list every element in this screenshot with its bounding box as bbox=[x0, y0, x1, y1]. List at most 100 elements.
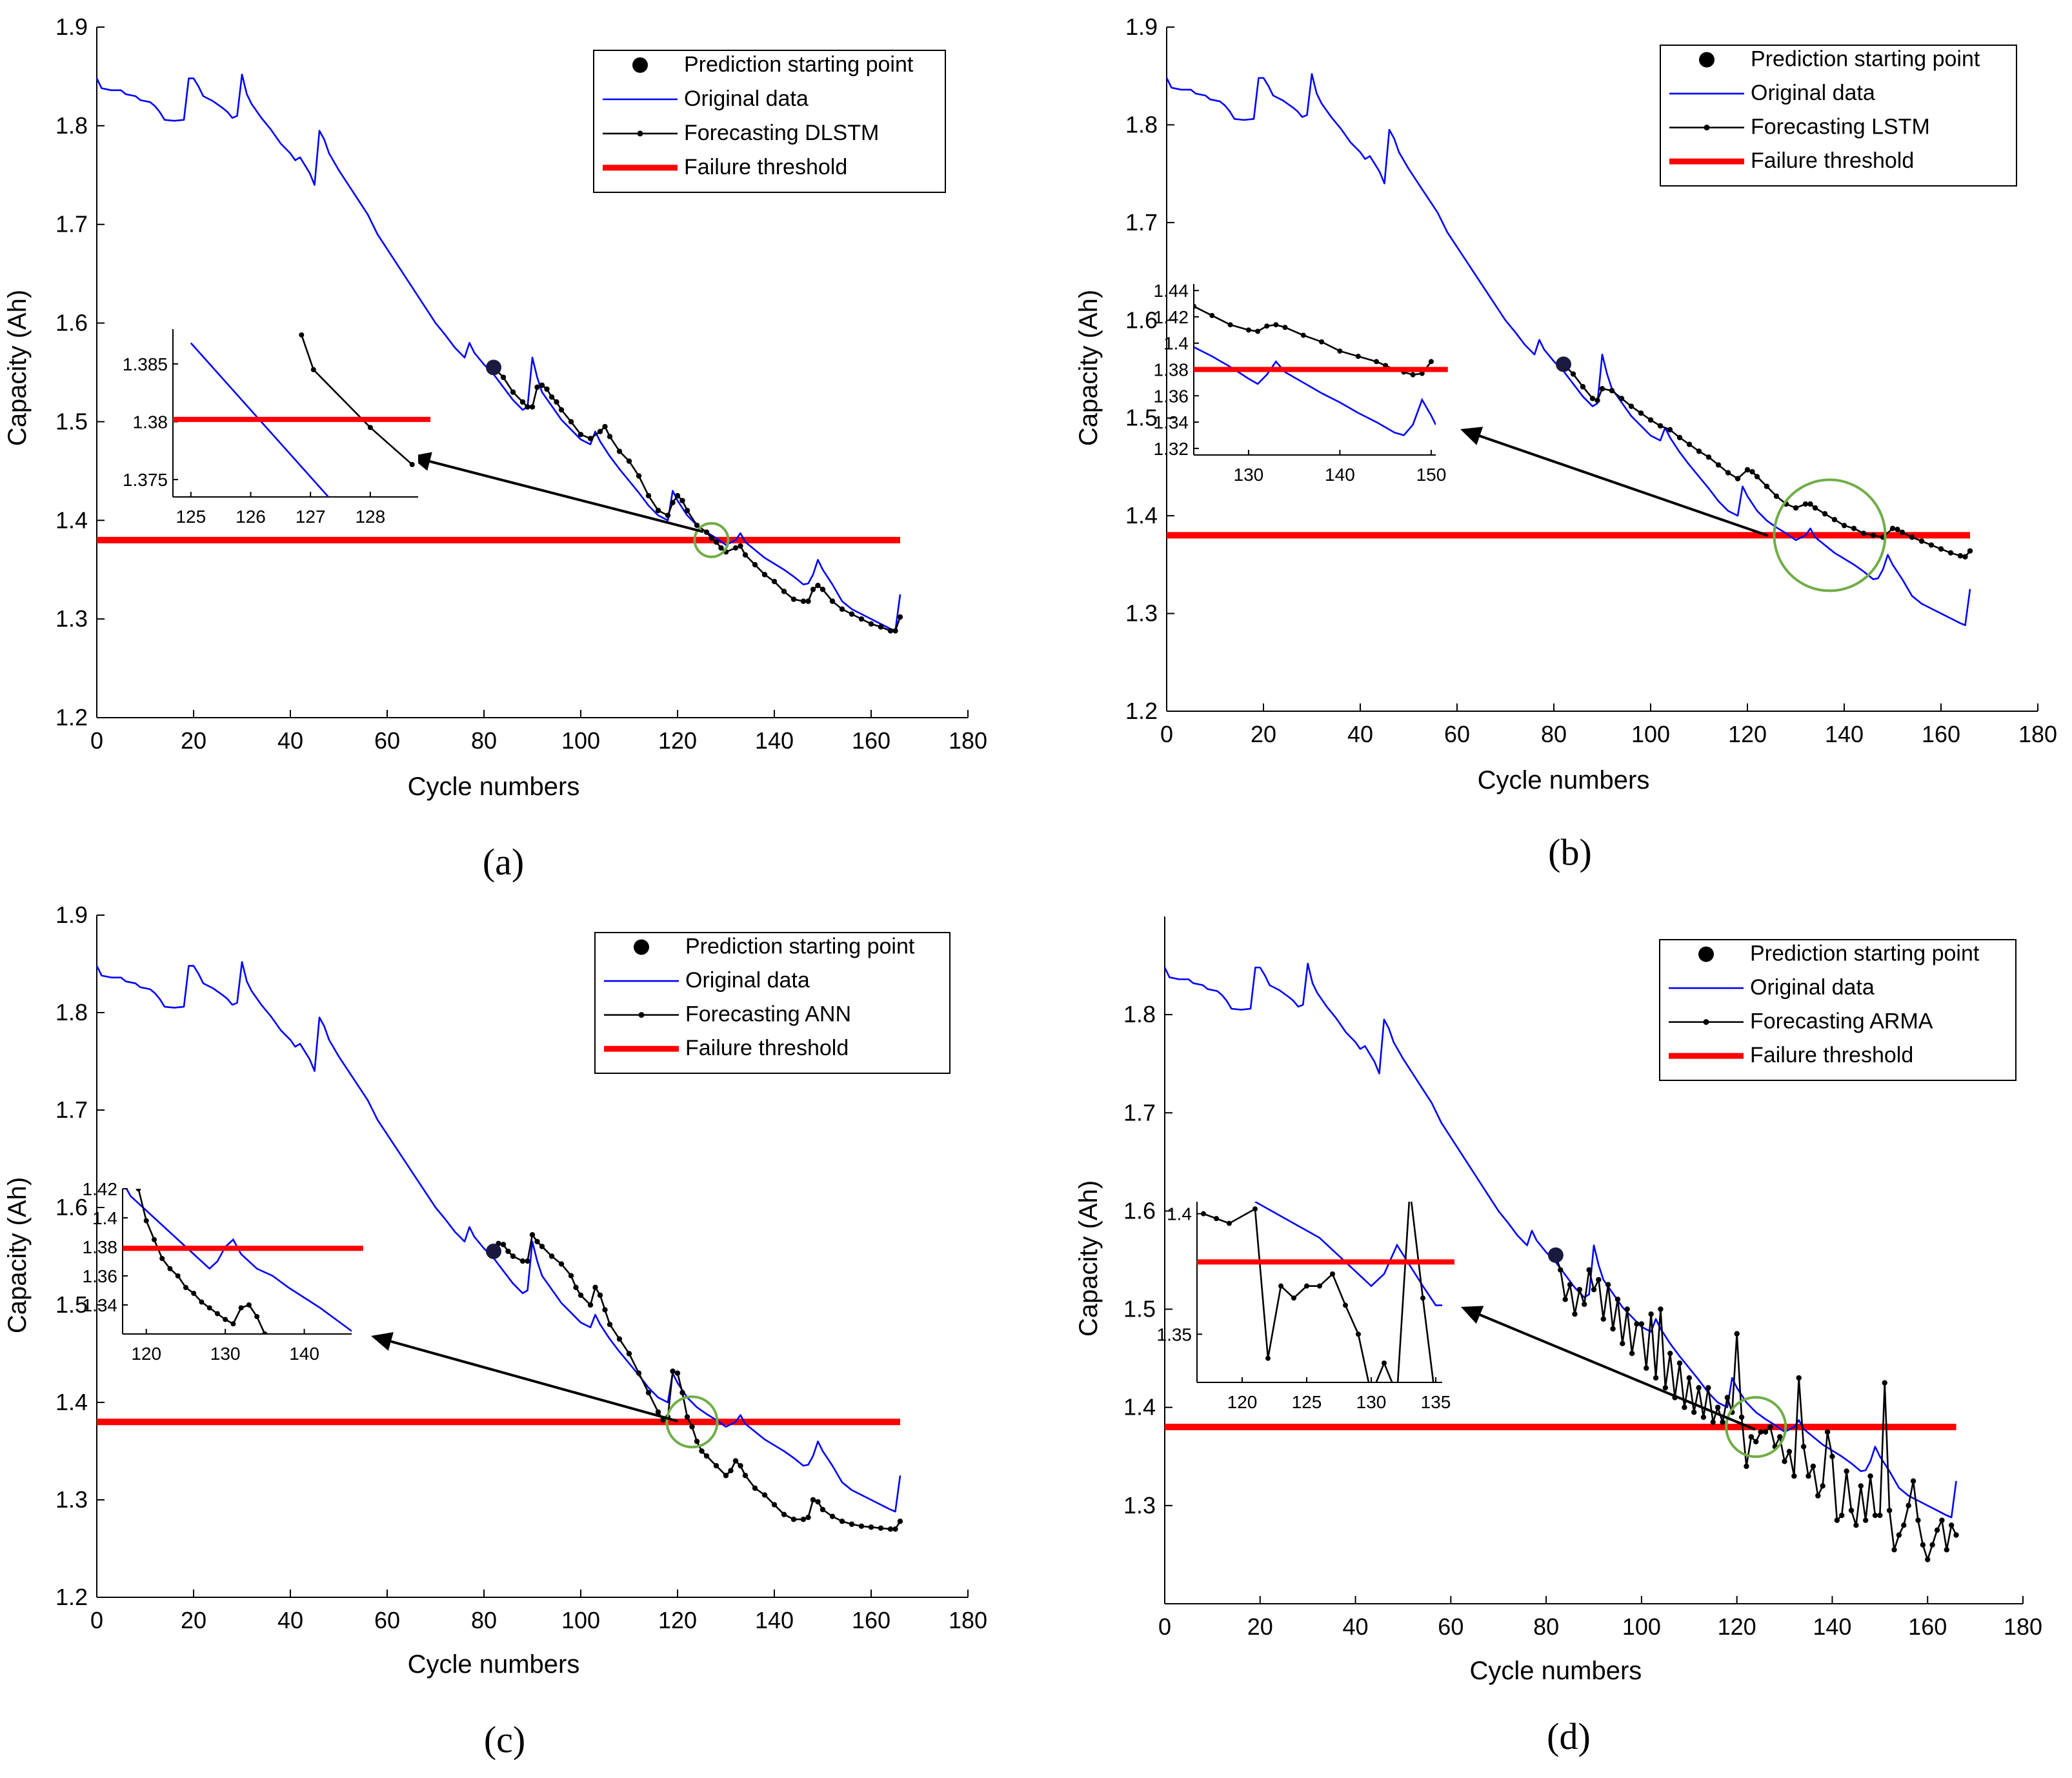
inset-forecast-point bbox=[223, 1317, 228, 1322]
inset-y-tick-label: 1.4 bbox=[1163, 334, 1189, 354]
inset-forecast-point bbox=[1356, 354, 1361, 359]
inset-forecast-point bbox=[176, 1273, 181, 1278]
forecast-point bbox=[1696, 449, 1702, 454]
forecast-point bbox=[1890, 526, 1895, 531]
inset-x-tick-label: 140 bbox=[289, 1344, 319, 1364]
inset-forecast-point bbox=[1343, 1303, 1348, 1308]
inset-x-tick-label: 130 bbox=[1356, 1392, 1387, 1412]
forecast-point bbox=[714, 540, 719, 545]
legend-start-marker bbox=[634, 940, 649, 955]
forecast-point bbox=[859, 616, 864, 621]
x-tick-label: 80 bbox=[471, 1607, 497, 1633]
forecast-point bbox=[781, 589, 787, 594]
inset-forecast-point bbox=[299, 332, 304, 338]
forecast-point bbox=[1677, 1360, 1682, 1366]
legend-original-label: Original data bbox=[684, 86, 809, 111]
x-tick-label: 20 bbox=[181, 1607, 206, 1633]
x-tick-label: 140 bbox=[1825, 721, 1864, 747]
forecast-point bbox=[830, 1513, 835, 1519]
forecast-point bbox=[1958, 553, 1963, 558]
x-tick-label: 20 bbox=[181, 727, 206, 754]
y-tick-label: 1.8 bbox=[1125, 111, 1158, 137]
y-tick-label: 1.8 bbox=[55, 999, 88, 1025]
legend-start-label: Prediction starting point bbox=[1750, 942, 1980, 966]
inset-forecast-point bbox=[1201, 1211, 1206, 1217]
forecast-point bbox=[1687, 441, 1692, 447]
forecast-point bbox=[1929, 1542, 1935, 1548]
forecast-point bbox=[510, 1253, 516, 1258]
inset-forecast-point bbox=[1291, 1295, 1296, 1300]
legend-start-marker bbox=[632, 57, 648, 73]
legend-threshold-label: Failure threshold bbox=[685, 1036, 849, 1060]
inset-forecast-point bbox=[1301, 333, 1306, 338]
inset-forecast-point bbox=[1420, 1295, 1425, 1300]
legend-forecast-marker bbox=[1704, 125, 1710, 130]
forecast-point bbox=[1803, 501, 1808, 507]
x-tick-label: 60 bbox=[374, 727, 400, 754]
x-tick-label: 80 bbox=[1541, 721, 1567, 747]
forecast-point bbox=[704, 529, 709, 534]
y-tick-label: 1.9 bbox=[1125, 14, 1158, 40]
inset-x-tick-label: 127 bbox=[296, 507, 326, 527]
forecast-point bbox=[525, 1258, 530, 1264]
x-tick-label: 60 bbox=[1444, 721, 1470, 747]
forecast-point bbox=[1877, 1513, 1882, 1518]
y-axis-label: Capacity (Ah) bbox=[1074, 1180, 1103, 1337]
forecast-point bbox=[1915, 1517, 1920, 1522]
forecast-point bbox=[892, 1526, 898, 1531]
forecast-point bbox=[544, 387, 549, 392]
forecast-point bbox=[559, 1261, 564, 1266]
forecast-point bbox=[1938, 546, 1944, 551]
inset-y-tick-label: 1.42 bbox=[1154, 307, 1189, 327]
forecast-point bbox=[1939, 1517, 1944, 1522]
legend-forecast-label: Forecasting ANN bbox=[685, 1002, 851, 1027]
y-tick-label: 1.9 bbox=[55, 902, 88, 928]
forecast-point bbox=[1801, 1444, 1806, 1449]
inset-x-tick-label: 125 bbox=[176, 507, 206, 527]
y-tick-label: 1.5 bbox=[1123, 1296, 1156, 1322]
inset-forecast-point bbox=[239, 1306, 244, 1311]
inset-forecast-point bbox=[254, 1314, 259, 1319]
y-tick-label: 1.2 bbox=[1125, 698, 1158, 724]
inset-forecast-point bbox=[1246, 327, 1251, 332]
legend-original-label: Original data bbox=[1751, 81, 1875, 105]
forecast-point bbox=[1706, 454, 1711, 460]
x-tick-label: 180 bbox=[2018, 721, 2057, 747]
y-tick-label: 1.8 bbox=[55, 112, 88, 139]
inset-y-tick-label: 1.36 bbox=[83, 1266, 118, 1286]
y-tick-label: 1.7 bbox=[1123, 1099, 1156, 1126]
x-tick-label: 40 bbox=[277, 1607, 303, 1633]
forecast-point bbox=[898, 1519, 903, 1524]
forecast-point bbox=[598, 429, 603, 434]
inset-forecast-point bbox=[230, 1321, 236, 1326]
forecast-point bbox=[679, 498, 685, 503]
inset-forecast-point bbox=[191, 1291, 196, 1296]
x-tick-label: 60 bbox=[374, 1607, 400, 1633]
forecast-point bbox=[1887, 1508, 1892, 1513]
legend-forecast-label: Forecasting LSTM bbox=[1751, 115, 1930, 139]
forecast-point bbox=[1572, 1311, 1577, 1317]
forecast-point bbox=[1582, 1302, 1587, 1307]
forecast-point bbox=[636, 1371, 641, 1376]
x-tick-label: 0 bbox=[90, 727, 103, 754]
forecast-point bbox=[1911, 1479, 1916, 1484]
x-tick-label: 180 bbox=[949, 727, 987, 754]
forecast-point bbox=[1811, 1464, 1816, 1469]
legend-forecast-marker bbox=[638, 130, 643, 136]
inset-y-tick-label: 1.32 bbox=[1154, 439, 1189, 459]
forecast-point bbox=[840, 607, 845, 612]
forecast-point bbox=[1594, 398, 1600, 403]
forecast-point bbox=[1871, 532, 1876, 538]
inset-forecast-point bbox=[1319, 339, 1324, 345]
panel-label: (b) bbox=[1548, 831, 1592, 873]
y-tick-label: 1.6 bbox=[1123, 1197, 1156, 1224]
y-tick-label: 1.5 bbox=[1125, 405, 1158, 431]
forecast-point bbox=[1851, 526, 1856, 531]
forecast-point bbox=[699, 1448, 704, 1453]
inset-forecast-point bbox=[1330, 1271, 1335, 1277]
forecast-point bbox=[1625, 1306, 1630, 1311]
legend-threshold-label: Failure threshold bbox=[684, 155, 847, 179]
forecast-point bbox=[501, 374, 506, 379]
inset-x-tick-label: 126 bbox=[236, 507, 266, 527]
forecast-point bbox=[1953, 1532, 1958, 1537]
